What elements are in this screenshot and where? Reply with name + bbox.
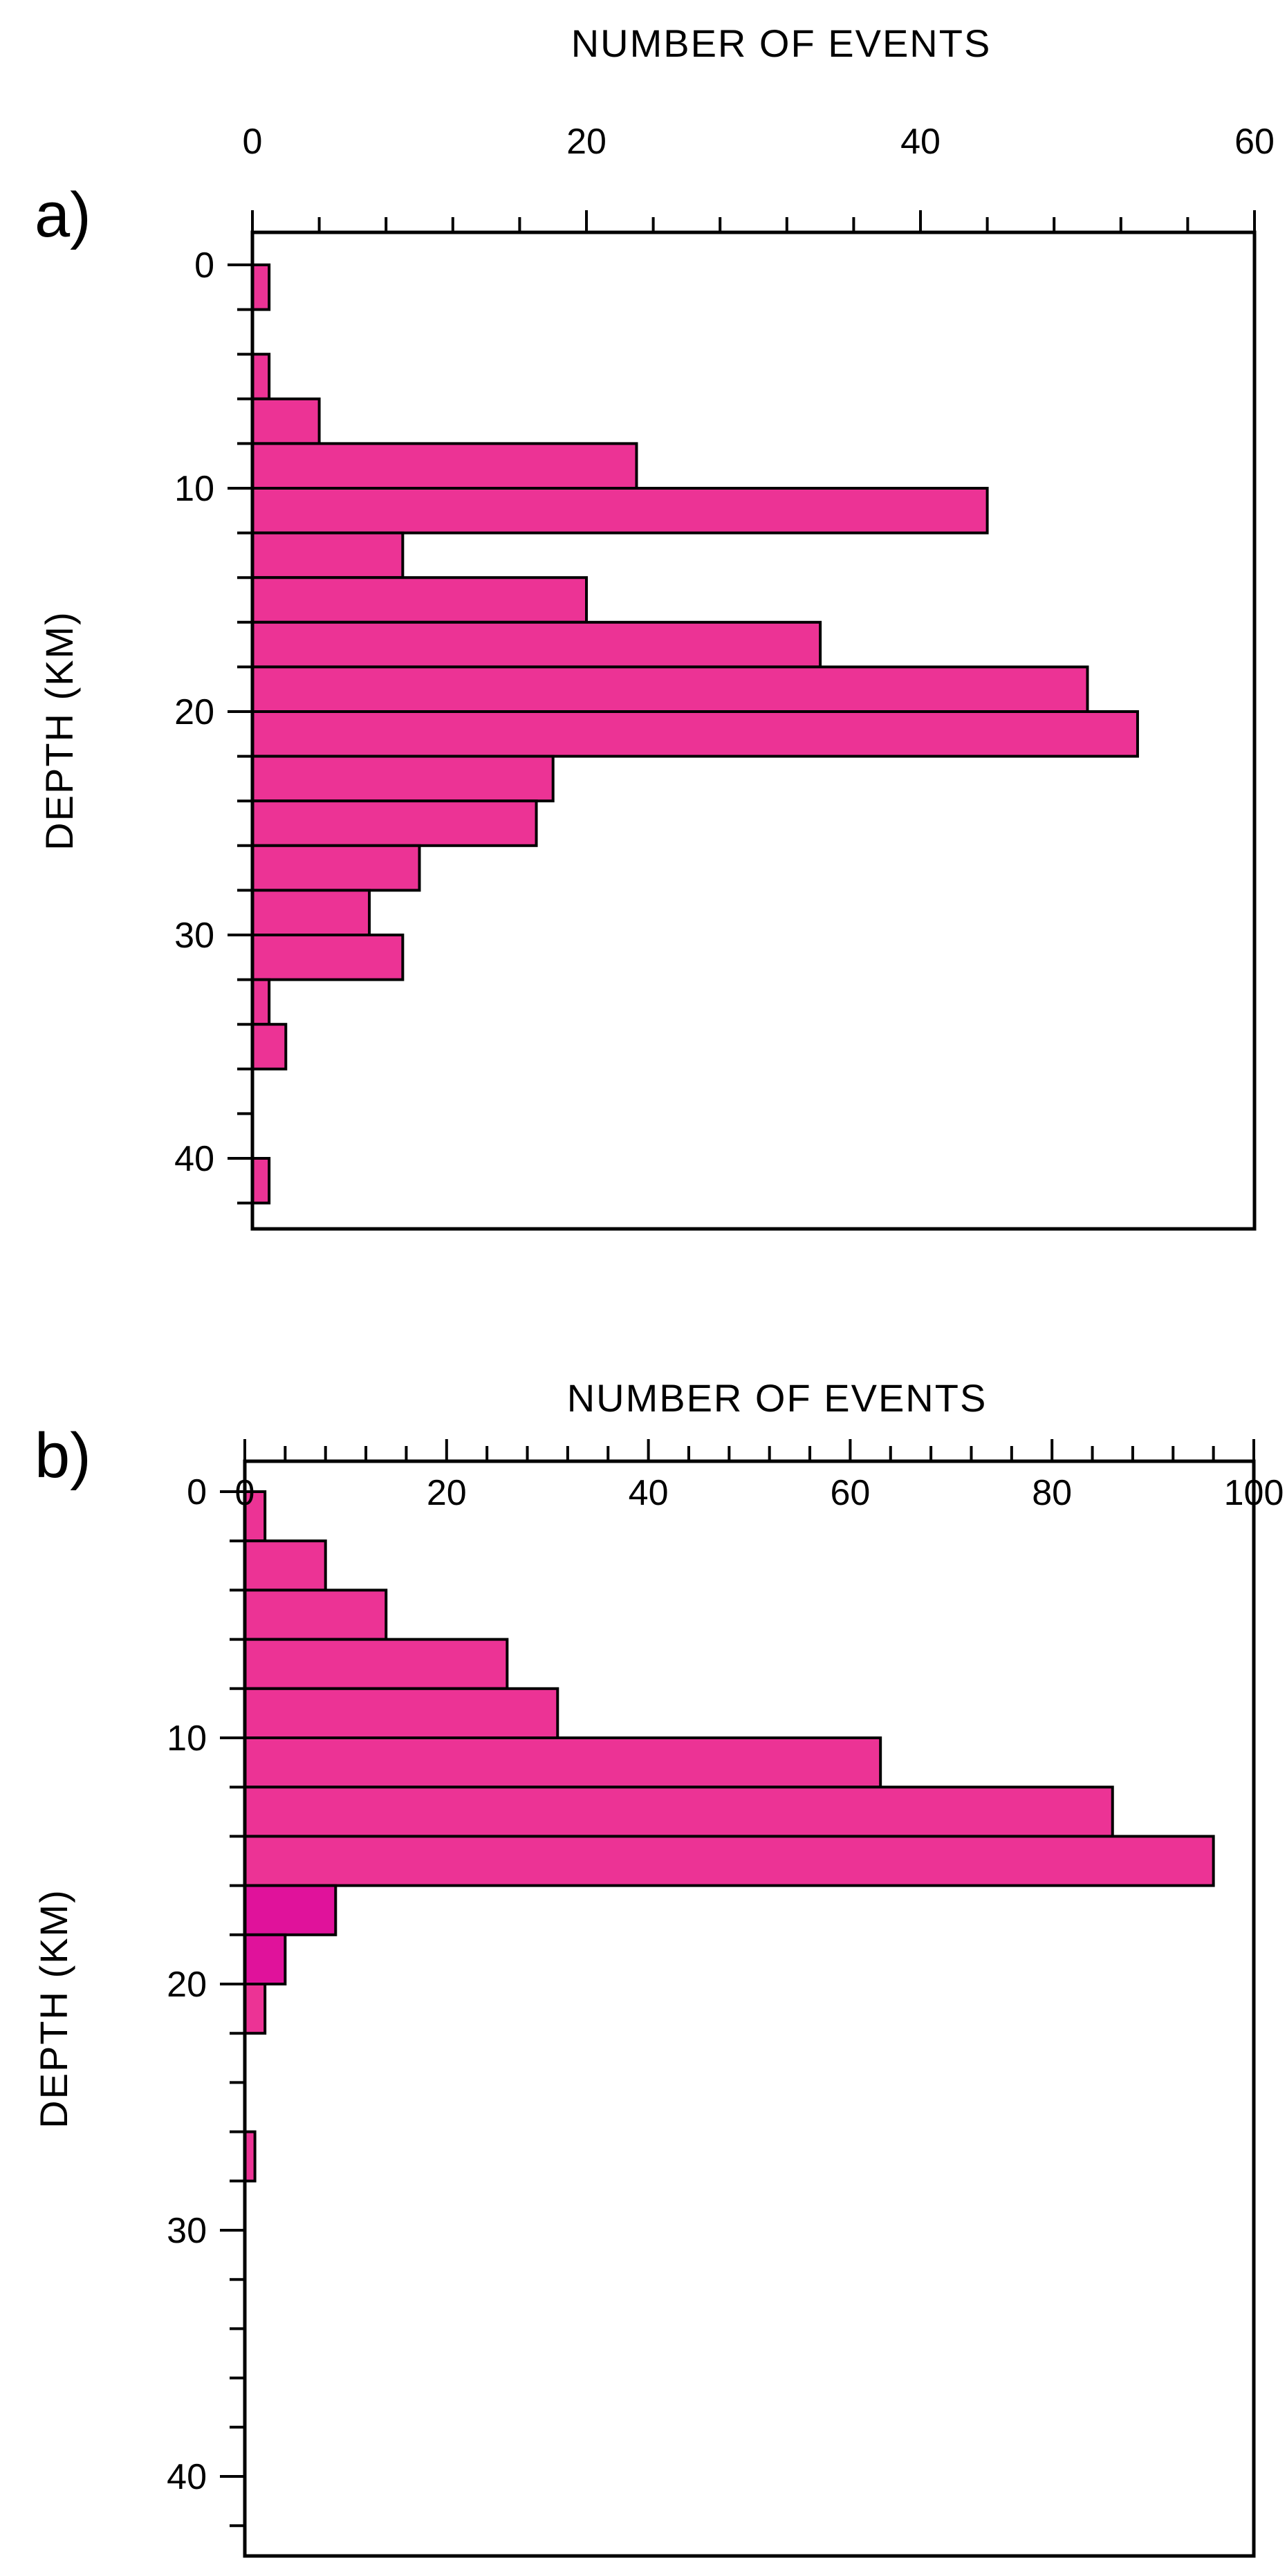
- histogram-bar: [243, 1490, 267, 1543]
- y-tick-label: 0: [194, 245, 214, 286]
- histogram-bar: [251, 353, 271, 400]
- y-tick-label: 10: [167, 1718, 207, 1759]
- histogram-bar: [243, 1539, 327, 1592]
- x-tick-label: 60: [1234, 122, 1275, 162]
- y-tick-label: 20: [174, 692, 214, 732]
- histogram-bar: [251, 844, 421, 892]
- histogram-bar: [251, 1157, 271, 1205]
- histogram-bar: [243, 1983, 267, 2035]
- x-tick-label: 40: [629, 1473, 669, 1513]
- histogram-bar: [251, 487, 989, 535]
- histogram-bar: [243, 1786, 1114, 1838]
- x-tick-label: 80: [1032, 1473, 1072, 1513]
- plot-frame: [250, 230, 1257, 1231]
- y-tick-label: 30: [174, 916, 214, 956]
- histogram-bar: [243, 1588, 388, 1641]
- histogram-bar: [243, 1884, 337, 1936]
- histogram-bar: [243, 1638, 509, 1690]
- x-tick-label: 0: [243, 122, 263, 162]
- x-axis-label: NUMBER OF EVENTS: [567, 1376, 988, 1420]
- plot-frame: [243, 1459, 1256, 2558]
- histogram-bar: [243, 1687, 559, 1740]
- histogram-bar: [251, 889, 371, 937]
- histogram-bar: [251, 978, 271, 1026]
- histogram-bar: [251, 799, 538, 847]
- x-tick-label: 20: [427, 1473, 467, 1513]
- y-tick-label: 30: [167, 2211, 207, 2251]
- x-tick-label: 20: [566, 122, 607, 162]
- y-axis-label: DEPTH (KM): [37, 611, 81, 851]
- panel-b: 020406080100010203040NUMBER OF EVENTSDEP…: [32, 1376, 1284, 2558]
- panel-label: b): [35, 1420, 91, 1491]
- histogram-bar: [243, 1736, 882, 1789]
- y-axis-label: DEPTH (KM): [32, 1889, 75, 2129]
- panel-a: 0 20 40 60 0 10 20 30 40 NUMBER OF EVENTS DEPTH (K…: [35, 21, 1275, 1231]
- y-tick-label: 40: [174, 1139, 214, 1179]
- histogram-bar: [251, 397, 321, 445]
- x-tick-label: 40: [900, 122, 941, 162]
- histogram-bar: [243, 1933, 287, 1986]
- y-tick-label: 0: [187, 1472, 207, 1512]
- histogram-bar: [251, 576, 588, 624]
- histogram-bar: [251, 665, 1089, 714]
- histogram-bar: [251, 620, 822, 669]
- histogram-bar: [251, 442, 638, 490]
- x-tick-label: 100: [1224, 1473, 1284, 1513]
- y-tick-label: 10: [174, 469, 214, 509]
- histogram-bar: [251, 531, 405, 580]
- histogram-bar: [251, 934, 405, 981]
- panel-label: a): [35, 180, 91, 250]
- histogram-bar: [251, 263, 271, 311]
- histogram-bar: [251, 754, 555, 803]
- histogram-bar: [243, 1835, 1215, 1887]
- histogram-bar: [251, 1023, 288, 1071]
- y-tick-label: 40: [167, 2457, 207, 2497]
- x-tick-label: 60: [830, 1473, 870, 1513]
- y-tick-label: 20: [167, 1965, 207, 2005]
- histogram-bar: [251, 710, 1139, 758]
- x-axis-label: NUMBER OF EVENTS: [571, 21, 992, 65]
